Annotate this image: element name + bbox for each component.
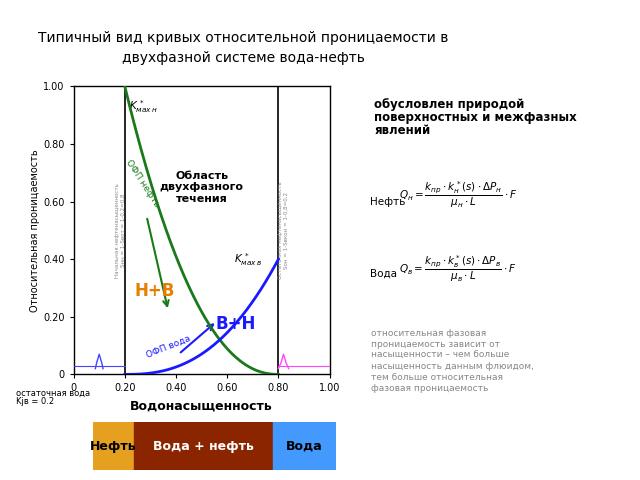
Text: Вода: Вода xyxy=(370,269,397,278)
Text: Вода: Вода xyxy=(286,440,323,453)
Text: ОФП вода: ОФП вода xyxy=(145,334,192,360)
Text: Начальная нефтенасыщенность
Sнн = 1-Sвот = 1-0,2=0,8: Начальная нефтенасыщенность Sнн = 1-Sвот… xyxy=(115,183,125,278)
Bar xyxy=(273,422,336,470)
Text: явлений: явлений xyxy=(374,124,431,137)
Text: $Q_в = \dfrac{k_{пр} \cdot k_в^*(s) \cdot \Delta P_в}{\mu_в \cdot L} \cdot F$: $Q_в = \dfrac{k_{пр} \cdot k_в^*(s) \cdo… xyxy=(399,253,517,284)
Text: тем больше относительная: тем больше относительная xyxy=(371,373,503,382)
Text: Типичный вид кривых относительной проницаемости в
двухфазной системе вода-нефть: Типичный вид кривых относительной прониц… xyxy=(38,31,449,65)
Text: $K_{мах\,в}^{\,*}$: $K_{мах\,в}^{\,*}$ xyxy=(234,251,262,268)
Text: Область
двухфазного
течения: Область двухфазного течения xyxy=(159,170,244,204)
Text: $K_{мах\,н}^{\,*}$: $K_{мах\,н}^{\,*}$ xyxy=(129,98,157,115)
Text: $Q_н = \dfrac{k_{пр} \cdot k_н^*(s) \cdot \Delta P_н}{\mu_н \cdot L} \cdot F$: $Q_н = \dfrac{k_{пр} \cdot k_н^*(s) \cdo… xyxy=(399,179,518,210)
Text: Нефть: Нефть xyxy=(90,440,137,453)
Text: Остаточная нефтенасыщенность
Sон = 1-Sвкон = 1-0,8=0,2: Остаточная нефтенасыщенность Sон = 1-Sвк… xyxy=(278,181,289,279)
Text: ОФП нефть: ОФП нефть xyxy=(124,158,161,209)
Bar xyxy=(93,422,134,470)
Text: насыщенности – чем больше: насыщенности – чем больше xyxy=(371,351,509,360)
Text: обусловлен природой: обусловлен природой xyxy=(374,98,525,111)
Text: Н+В: Н+В xyxy=(134,282,175,300)
Text: насыщенность данным флюидом,: насыщенность данным флюидом, xyxy=(371,362,534,371)
Text: проницаемость зависит от: проницаемость зависит от xyxy=(371,340,500,349)
Text: остаточная вода: остаточная вода xyxy=(16,389,90,398)
Bar xyxy=(134,422,273,470)
Text: относительная фазовая: относительная фазовая xyxy=(371,329,486,338)
Text: Вода + нефть: Вода + нефть xyxy=(153,440,254,453)
Text: поверхностных и межфазных: поверхностных и межфазных xyxy=(374,111,577,124)
Text: В+Н: В+Н xyxy=(216,315,257,333)
Y-axis label: Относительная проницаемость: Относительная проницаемость xyxy=(30,149,40,312)
Text: Kjв = 0.2: Kjв = 0.2 xyxy=(16,397,54,406)
Text: фазовая проницаемость: фазовая проницаемость xyxy=(371,384,488,393)
Text: Нефть: Нефть xyxy=(370,197,405,206)
Text: Водонасыщенность: Водонасыщенность xyxy=(130,399,273,412)
